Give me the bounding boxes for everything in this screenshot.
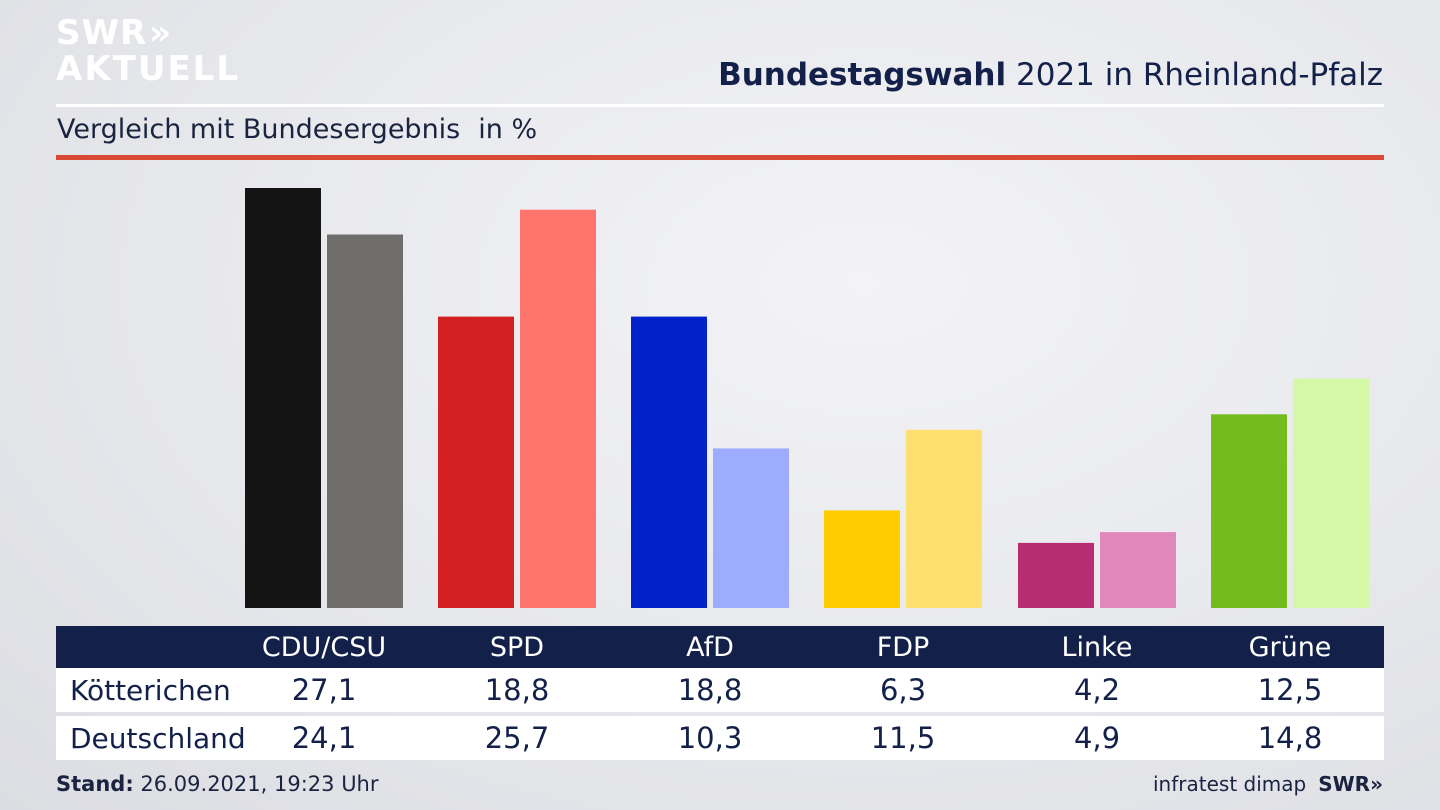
value-label: 25,7	[484, 721, 550, 755]
table-header: CDU/CSU SPD AfD FDP Linke Grüne	[56, 626, 1384, 668]
source-label: infratest dimap	[1153, 772, 1307, 796]
value-label: 11,5	[870, 721, 936, 755]
bar-national-2	[713, 448, 789, 608]
stand-value: 26.09.2021, 19:23 Uhr	[140, 772, 379, 796]
footer-brand: SWR»	[1318, 772, 1383, 796]
accent-divider	[56, 155, 1384, 160]
value-label: 4,9	[1073, 721, 1121, 755]
unit-label: in %	[478, 114, 538, 145]
subtitle-text: Vergleich mit Bundesergebnis	[57, 114, 461, 145]
category-label: Grüne	[1248, 631, 1332, 663]
logo-line2: AKTUELL	[56, 49, 241, 89]
title-divider	[56, 104, 1384, 107]
value-label: 12,5	[1257, 673, 1323, 707]
bar-national-0	[327, 234, 403, 608]
table-row: Kötterichen 27,1 18,8 18,8 6,3 4,2 12,5	[56, 668, 1384, 712]
bar-local-4	[1018, 542, 1094, 608]
value-label: 10,3	[677, 721, 743, 755]
value-label: 14,8	[1257, 721, 1323, 755]
stand-label: Stand:	[56, 772, 134, 796]
logo-line1: SWR	[56, 13, 148, 53]
bar-local-5	[1211, 414, 1287, 608]
title-rest: 2021 in Rheinland-Pfalz	[1016, 57, 1383, 93]
bar-local-1	[438, 316, 514, 608]
table-row: Deutschland 24,1 25,7 10,3 11,5 4,9 14,8	[56, 716, 1384, 760]
bar-local-3	[824, 510, 900, 608]
page-title: Bundestagswahl 2021 in Rheinland-Pfalz	[718, 57, 1383, 93]
bar-national-4	[1100, 532, 1176, 608]
timestamp: Stand: 26.09.2021, 19:23 Uhr	[56, 772, 379, 796]
bar-chart	[245, 188, 1369, 608]
bar-local-0	[245, 188, 321, 608]
category-label: AfD	[686, 631, 734, 663]
category-label: CDU/CSU	[261, 631, 387, 663]
value-label: 18,8	[677, 673, 743, 707]
bar-local-2	[631, 316, 707, 608]
category-label: Linke	[1061, 631, 1133, 663]
row-label: Kötterichen	[70, 673, 231, 707]
bar-national-3	[906, 429, 982, 608]
category-label: FDP	[876, 631, 930, 663]
row-label: Deutschland	[70, 721, 246, 755]
value-label: 6,3	[879, 673, 927, 707]
source-credit: infratest dimap SWR»	[1153, 772, 1383, 796]
value-label: 24,1	[291, 721, 357, 755]
swr-aktuell-logo: SWR» AKTUELL	[56, 16, 240, 86]
results-table: CDU/CSU SPD AfD FDP Linke Grüne Kötterichen 2…	[56, 626, 1384, 760]
value-label: 18,8	[484, 673, 550, 707]
category-label: SPD	[489, 631, 545, 663]
value-label: 27,1	[291, 673, 357, 707]
bar-national-1	[520, 209, 596, 608]
value-label: 4,2	[1073, 673, 1121, 707]
subtitle: Vergleich mit Bundesergebnis in %	[57, 114, 537, 145]
bar-national-5	[1293, 378, 1369, 608]
title-bold: Bundestagswahl	[718, 57, 1007, 93]
